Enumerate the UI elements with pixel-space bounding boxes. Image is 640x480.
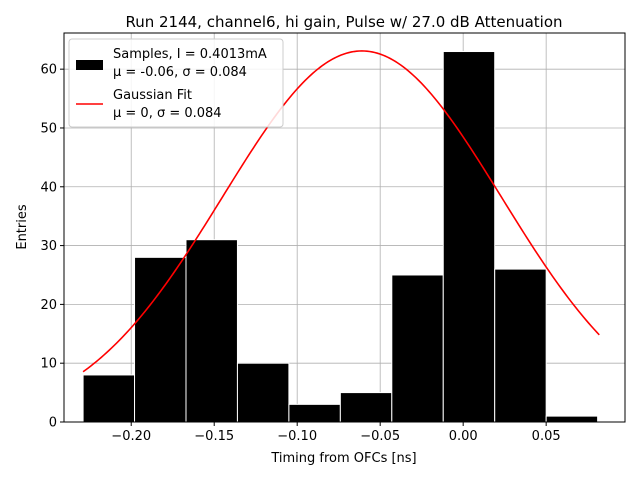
histogram-bar	[494, 268, 547, 423]
y-tick-label: 10	[40, 357, 57, 372]
y-tick-label: 40	[40, 180, 57, 195]
y-tick-label: 60	[40, 63, 57, 78]
y-tick-label: 0	[49, 416, 57, 431]
x-tick-label: −0.10	[277, 429, 317, 444]
histogram-bar	[82, 374, 136, 423]
x-tick-label: −0.15	[194, 429, 234, 444]
x-tick-label: −0.05	[360, 429, 400, 444]
histogram-bar	[442, 51, 496, 423]
histogram-bar	[391, 274, 444, 423]
x-tick-label: 0.00	[449, 429, 478, 444]
legend: Samples, I = 0.4013mA μ = -0.06, σ = 0.0…	[68, 38, 284, 128]
x-axis-title: Timing from OFCs [ns]	[270, 451, 416, 466]
legend-histogram-stats: μ = -0.06, σ = 0.084	[113, 65, 247, 80]
y-axis-title: Entries	[15, 204, 30, 250]
gaussian-fit-line	[82, 50, 600, 373]
legend-fit-label: Gaussian Fit	[113, 88, 192, 103]
legend-histogram-swatch	[76, 60, 103, 70]
x-axis-ticks: −0.20 −0.15 −0.10 −0.05 0.00 0.05	[111, 422, 561, 444]
gaussian-fit-layer	[82, 50, 600, 373]
histogram-bar	[545, 415, 599, 423]
histogram-bar	[134, 256, 187, 423]
legend-box	[68, 38, 284, 128]
x-tick-label: 0.05	[532, 429, 561, 444]
legend-fit-stats: μ = 0, σ = 0.084	[113, 106, 222, 121]
y-tick-label: 50	[40, 121, 57, 136]
y-axis-ticks: 0 10 20 30 40 50 60	[40, 63, 64, 431]
histogram-bars	[82, 51, 599, 423]
plot-frame	[63, 32, 626, 423]
y-tick-label: 20	[40, 298, 57, 313]
x-tick-label: −0.20	[111, 429, 151, 444]
chart-title: Run 2144, channel6, hi gain, Pulse w/ 27…	[125, 13, 562, 31]
histogram-bar	[339, 392, 393, 423]
legend-histogram-label: Samples, I = 0.4013mA	[113, 47, 267, 62]
histogram-bar	[236, 362, 290, 423]
histogram-bar	[288, 403, 341, 423]
histogram-bar	[185, 239, 238, 423]
y-tick-label: 30	[40, 239, 57, 254]
